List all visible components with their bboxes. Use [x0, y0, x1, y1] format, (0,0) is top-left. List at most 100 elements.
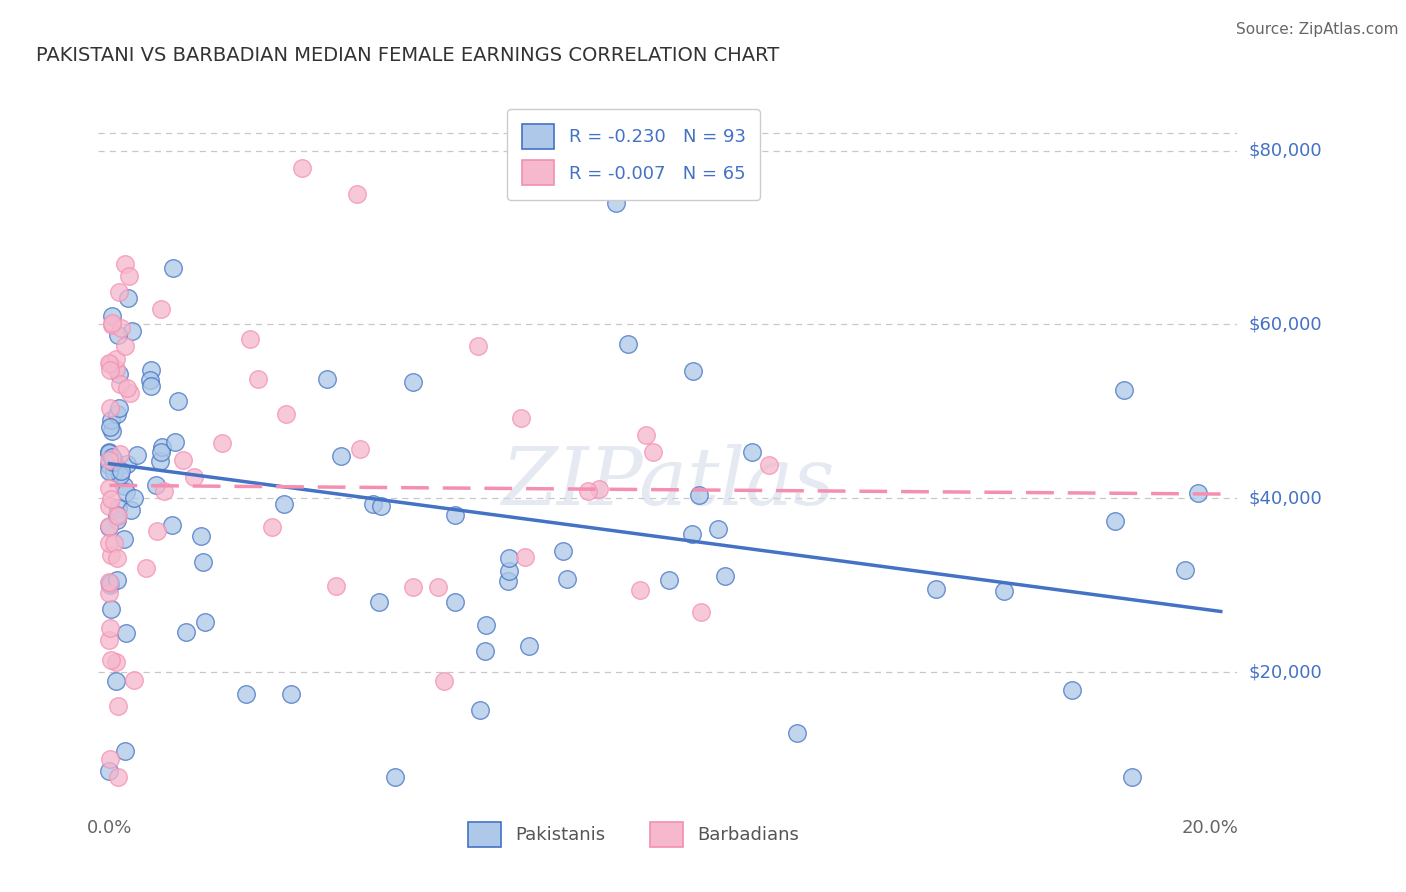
Point	[139, 363, 162, 377]
Point	[1174, 563, 1197, 577]
Point	[98, 536, 121, 550]
Point	[1121, 770, 1143, 784]
Point	[98, 578, 121, 592]
Point	[475, 618, 498, 632]
Point	[145, 478, 167, 492]
Point	[115, 381, 138, 395]
Point	[993, 583, 1015, 598]
Point	[426, 580, 449, 594]
Point	[115, 457, 138, 471]
Point	[150, 441, 173, 455]
Point	[108, 377, 131, 392]
Point	[103, 536, 125, 550]
Text: Source: ZipAtlas.com: Source: ZipAtlas.com	[1236, 22, 1399, 37]
Point	[110, 467, 132, 482]
Point	[114, 626, 136, 640]
Point	[235, 687, 257, 701]
Point	[402, 376, 425, 390]
Point	[98, 464, 121, 478]
Point	[107, 509, 129, 524]
Point	[98, 500, 121, 514]
Point	[115, 485, 138, 500]
Text: $80,000: $80,000	[1249, 142, 1322, 160]
Point	[190, 528, 212, 542]
Point	[689, 605, 711, 619]
Point	[98, 752, 121, 766]
Point	[108, 401, 131, 416]
Point	[368, 595, 391, 609]
Point	[617, 337, 640, 351]
Point	[118, 268, 141, 283]
Point	[114, 744, 136, 758]
Point	[139, 373, 162, 387]
Point	[758, 458, 780, 472]
Point	[98, 586, 121, 600]
Point	[105, 513, 128, 527]
Point	[517, 639, 540, 653]
Point	[107, 551, 129, 566]
Point	[104, 351, 127, 366]
Point	[402, 580, 425, 594]
Point	[108, 447, 131, 461]
Point	[121, 324, 143, 338]
Point	[555, 572, 578, 586]
Point	[384, 770, 406, 784]
Point	[262, 520, 284, 534]
Point	[443, 508, 465, 522]
Point	[112, 532, 135, 546]
Point	[1062, 682, 1084, 697]
Point	[628, 583, 651, 598]
Point	[101, 316, 124, 330]
Point	[1187, 486, 1209, 500]
Point	[112, 479, 135, 493]
Point	[688, 487, 710, 501]
Point	[105, 407, 128, 421]
Text: $20,000: $20,000	[1249, 664, 1322, 681]
Point	[193, 615, 215, 630]
Point	[98, 453, 121, 467]
Point	[329, 450, 352, 464]
Point	[707, 522, 730, 536]
Point	[467, 339, 489, 353]
Point	[924, 582, 946, 596]
Point	[98, 356, 121, 370]
Point	[273, 497, 295, 511]
Point	[110, 464, 132, 478]
Point	[682, 364, 704, 378]
Point	[498, 564, 520, 578]
Point	[101, 450, 124, 465]
Point	[124, 491, 146, 505]
Point	[786, 726, 808, 740]
Point	[576, 483, 599, 498]
Point	[120, 385, 142, 400]
Point	[636, 428, 658, 442]
Point	[150, 302, 173, 317]
Point	[98, 575, 121, 590]
Point	[101, 424, 124, 438]
Point	[101, 309, 124, 323]
Point	[145, 524, 167, 538]
Point	[98, 519, 121, 533]
Point	[239, 332, 262, 346]
Point	[105, 674, 128, 689]
Point	[172, 452, 194, 467]
Point	[104, 655, 127, 669]
Point	[474, 643, 496, 657]
Point	[496, 574, 519, 588]
Point	[641, 445, 664, 459]
Point	[246, 372, 269, 386]
Text: $40,000: $40,000	[1249, 490, 1322, 508]
Text: $60,000: $60,000	[1249, 316, 1322, 334]
Point	[125, 448, 148, 462]
Point	[100, 420, 122, 434]
Point	[139, 378, 162, 392]
Point	[117, 291, 139, 305]
Point	[98, 363, 121, 377]
Point	[291, 161, 314, 175]
Point	[551, 544, 574, 558]
Point	[714, 568, 737, 582]
Point	[107, 501, 129, 516]
Point	[370, 499, 392, 513]
Point	[191, 555, 214, 569]
Point	[183, 470, 205, 484]
